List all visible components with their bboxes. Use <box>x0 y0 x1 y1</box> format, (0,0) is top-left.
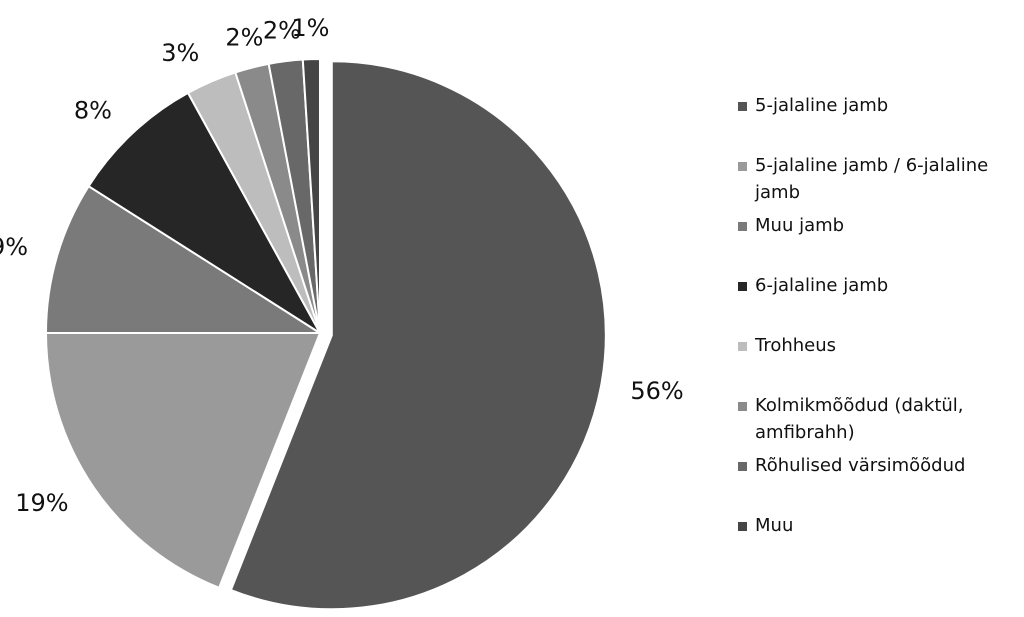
pie-slice <box>44 184 324 334</box>
legend-swatch <box>738 342 747 351</box>
legend-item: 5-jalaline jamb / 6-jalaline jamb <box>738 155 1010 215</box>
legend-label: 6-jalaline jamb <box>755 275 889 296</box>
pie-slice <box>301 57 321 334</box>
data-label: 2% <box>263 16 301 44</box>
legend-label: 5-jalaline jamb <box>755 95 889 116</box>
legend-label: Muu <box>755 515 794 536</box>
pie-slice <box>44 332 322 590</box>
data-label: 8% <box>74 96 112 124</box>
legend-item: Trohheus <box>738 335 1010 395</box>
legend-item: Muu <box>738 515 1010 575</box>
legend-item: Rõhulised värsimõõdud <box>738 455 1010 515</box>
data-label: 19% <box>15 489 68 517</box>
legend-label: 5-jalaline jamb / 6-jalaline jamb <box>755 155 989 203</box>
legend-swatch <box>738 282 747 291</box>
data-label: 3% <box>161 39 199 67</box>
legend-swatch <box>738 162 747 171</box>
data-label: 9% <box>0 233 28 261</box>
legend-label: Trohheus <box>755 335 837 356</box>
legend-item: 5-jalaline jamb <box>738 95 1010 155</box>
legend-item: Muu jamb <box>738 215 1010 275</box>
legend-swatch <box>738 222 747 231</box>
legend-item: 6-jalaline jamb <box>738 275 1010 335</box>
pie-slice <box>87 91 321 334</box>
data-label: 1% <box>291 14 329 42</box>
legend-swatch <box>738 462 747 471</box>
data-label: 2% <box>225 24 263 52</box>
legend-label: Rõhulised värsimõõdud <box>755 455 966 476</box>
pie-slice <box>229 60 607 611</box>
data-label: 56% <box>630 377 683 405</box>
legend: 5-jalaline jamb 5-jalaline jamb / 6-jalal… <box>738 95 1010 575</box>
legend-item: Kolmikmõõdud (daktül, amfibrahh) <box>738 395 1010 455</box>
legend-label: Muu jamb <box>755 215 845 236</box>
legend-swatch <box>738 402 747 411</box>
legend-label: Kolmikmõõdud (daktül, amfibrahh) <box>755 395 964 443</box>
legend-swatch <box>738 522 747 531</box>
legend-swatch <box>738 102 747 111</box>
